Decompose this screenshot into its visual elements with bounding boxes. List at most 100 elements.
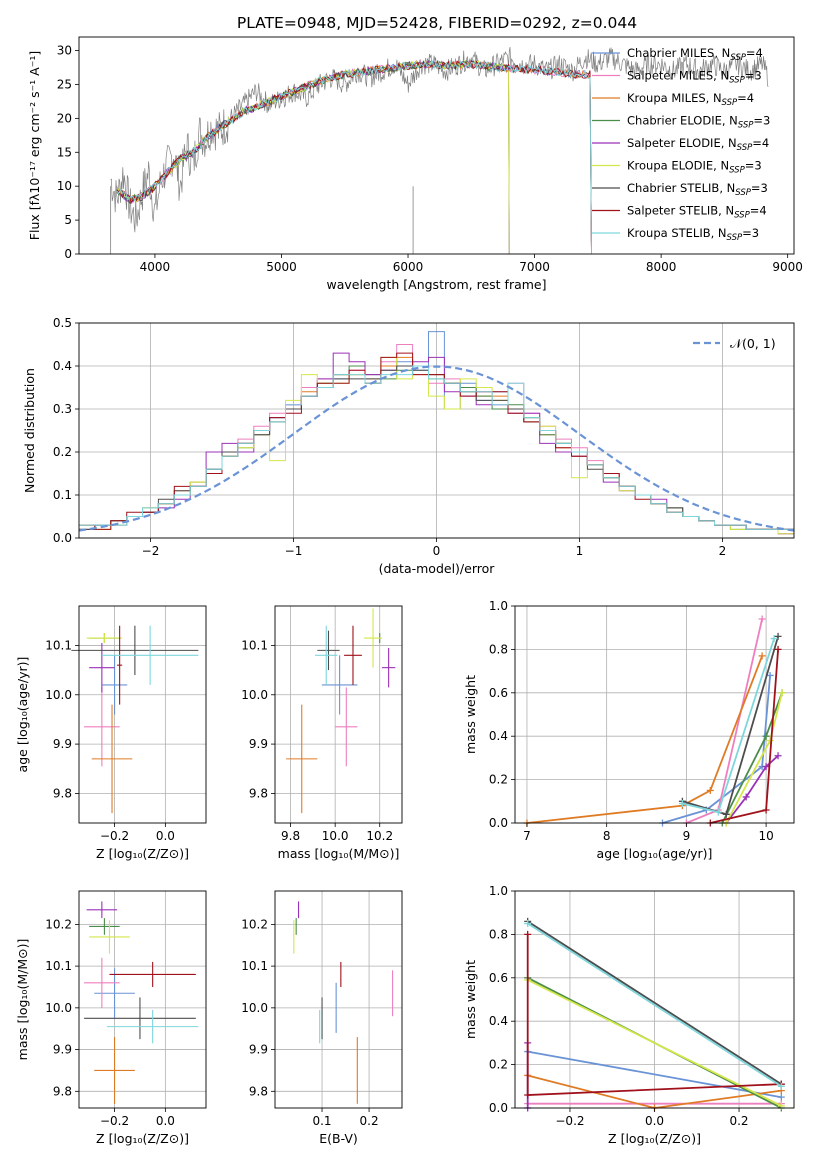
- x-tick-label: 0: [433, 544, 441, 558]
- legend-label-salpeter-stelib: Salpeter STELIB, NSSP=4: [627, 204, 767, 221]
- legend-label-salpeter-miles: Salpeter MILES, NSSP=3: [627, 69, 762, 86]
- weight-marker-chabrier-miles: [766, 671, 774, 679]
- x-tick-label: 0.2: [360, 1114, 379, 1128]
- weight-marker-kroupa-stelib: [678, 799, 686, 807]
- errorbar-salpeter-miles: [84, 687, 120, 767]
- weight-marker-kroupa-stelib: [524, 920, 532, 928]
- y-tick-label: 9.8: [53, 786, 72, 800]
- x-tick-label: −0.2: [100, 829, 129, 843]
- y-tick-label: 0.6: [489, 686, 508, 700]
- errorbar-salpeter-elodie: [89, 642, 115, 693]
- y-tick-label: 0.4: [489, 1014, 508, 1028]
- errorbar-salpeter-elodie: [86, 901, 118, 919]
- x-tick-label: 0.1: [312, 1114, 331, 1128]
- y-tick-label: 9.9: [53, 1043, 72, 1057]
- x-tick-label: 4000: [140, 260, 171, 274]
- weight-marker-kroupa-miles: [706, 786, 714, 794]
- errorbar-salpeter-miles: [84, 957, 120, 1008]
- legend-label-kroupa-stelib: Kroupa STELIB, NSSP=3: [627, 226, 759, 243]
- weight-line-chabrier-stelib: [682, 636, 779, 816]
- y-axis-label: Flux [fλ10⁻¹⁷ erg cm⁻² s⁻¹ A⁻¹]: [27, 51, 42, 240]
- y-tick-label: 0.0: [489, 1101, 508, 1115]
- age-vs-mass-panel: 9.8 10.0 10.2 9.8 9.9 10.0 10.1 mass [log₁₀(M/M…: [241, 605, 403, 861]
- x-axis-label: Z [log₁₀(Z/Z⊙)]: [96, 846, 189, 861]
- weight-marker-salpeter-elodie: [742, 793, 750, 801]
- y-tick-label: 9.8: [53, 1084, 72, 1098]
- x-tick-label: 7: [523, 829, 531, 843]
- y-tick-label: 0.8: [489, 642, 508, 656]
- weight-marker-kroupa-miles: [758, 652, 766, 660]
- model-line-chabrier-miles: [116, 59, 592, 255]
- weight-marker-chabrier-elodie: [762, 732, 770, 740]
- y-tick-label: 0.8: [489, 927, 508, 941]
- errorbar-chabrier-miles: [94, 968, 135, 1019]
- y-tick-label: 10.0: [241, 1001, 268, 1015]
- y-tick-label: 15: [57, 145, 72, 159]
- errorbar-kroupa-miles: [286, 704, 318, 814]
- y-axis-label: Normed distribution: [22, 368, 37, 493]
- y-tick-label: 0: [64, 247, 72, 261]
- x-tick-label: 6000: [393, 260, 424, 274]
- weight-line-chabrier-miles: [527, 1050, 782, 1099]
- y-axis-label: mass [log₁₀(M/M⊙)]: [15, 939, 30, 1061]
- weight-marker-kroupa-stelib: [777, 1082, 785, 1090]
- weight-marker-salpeter-stelib: [774, 645, 782, 653]
- errorbar-chabrier-miles: [321, 655, 358, 715]
- model-line-kroupa-elodie: [116, 59, 510, 255]
- y-tick-label: 10.2: [45, 917, 72, 931]
- y-tick-label: 10.1: [241, 638, 268, 652]
- y-axis-label: mass weight: [463, 960, 478, 1039]
- mass-vs-Z-plot-area: [84, 901, 199, 1104]
- weight-marker-salpeter-miles: [758, 615, 766, 623]
- weight-marker-chabrier-stelib: [774, 632, 782, 640]
- x-axis-label: (data-model)/error: [379, 561, 496, 576]
- mass-weight-vs-age-panel: 7 8 9 10 0.0 0.2 0.4 0.6 0.8 1.0 age [log₁₀(age/yr…: [463, 599, 795, 861]
- x-tick-label: 10: [758, 829, 773, 843]
- age-vs-mass-plot-area: [286, 608, 396, 814]
- y-tick-label: 9.9: [249, 737, 268, 751]
- spectrum-plot-area: [110, 47, 769, 255]
- y-tick-label: 0.4: [489, 729, 508, 743]
- legend-label-chabrier-stelib: Chabrier STELIB, NSSP=3: [627, 181, 768, 198]
- weight-marker-kroupa-stelib: [770, 635, 778, 643]
- weight-line-kroupa-stelib: [527, 922, 782, 1088]
- errorbar-kroupa-elodie: [364, 608, 382, 668]
- weight-marker-salpeter-stelib: [762, 806, 770, 814]
- weight-marker-salpeter-elodie: [774, 752, 782, 760]
- x-tick-label: 9: [683, 829, 691, 843]
- x-tick-label: −0.2: [100, 1114, 129, 1128]
- x-tick-label: 0.0: [156, 1114, 175, 1128]
- axes-frame: [514, 605, 795, 824]
- errorbar-chabrier-elodie: [89, 918, 120, 935]
- errorbar-kroupa-miles: [94, 1037, 135, 1104]
- y-tick-label: 10.1: [241, 959, 268, 973]
- axes-frame: [78, 890, 207, 1109]
- errorbar-kroupa-elodie: [89, 920, 130, 954]
- y-tick-label: 10: [57, 179, 72, 193]
- errorbar-salpeter-stelib: [109, 961, 196, 987]
- figure-title: PLATE=0948, MJD=52428, FIBERID=0292, z=0…: [237, 14, 637, 32]
- y-tick-label: 0.2: [489, 1058, 508, 1072]
- weight-marker-salpeter-elodie: [762, 763, 770, 771]
- residuals-plot-area: [78, 331, 795, 535]
- y-tick-label: 10.2: [241, 917, 268, 931]
- errorbar-chabrier-stelib: [71, 625, 199, 676]
- errorbar-salpeter-stelib: [344, 625, 362, 685]
- errorbar-chabrier-stelib: [84, 997, 196, 1040]
- weight-marker-salpeter-stelib: [524, 1091, 532, 1099]
- observed-spectrum-line: [110, 47, 769, 233]
- errorbar-kroupa-elodie: [86, 633, 123, 643]
- gaussian-reference-curve: [78, 365, 795, 532]
- legend-label-salpeter-elodie: Salpeter ELODIE, NSSP=4: [627, 136, 769, 153]
- weight-marker-kroupa-elodie: [778, 689, 786, 697]
- y-tick-label: 20: [57, 111, 72, 125]
- x-tick-label: −0.2: [555, 1114, 584, 1128]
- x-tick-label: 1: [576, 544, 584, 558]
- mass-vs-EBV-panel: 0.1 0.2 9.8 9.9 10.0 10.1 10.2 E(B-V): [241, 890, 403, 1146]
- x-axis-label: Z [log₁₀(Z/Z⊙)]: [96, 1131, 189, 1146]
- x-tick-label: 10.2: [366, 829, 393, 843]
- weight-marker-chabrier-stelib: [722, 810, 730, 818]
- y-axis-label: age [log₁₀(age/yr)]: [15, 657, 30, 773]
- y-axis-label: mass weight: [463, 675, 478, 754]
